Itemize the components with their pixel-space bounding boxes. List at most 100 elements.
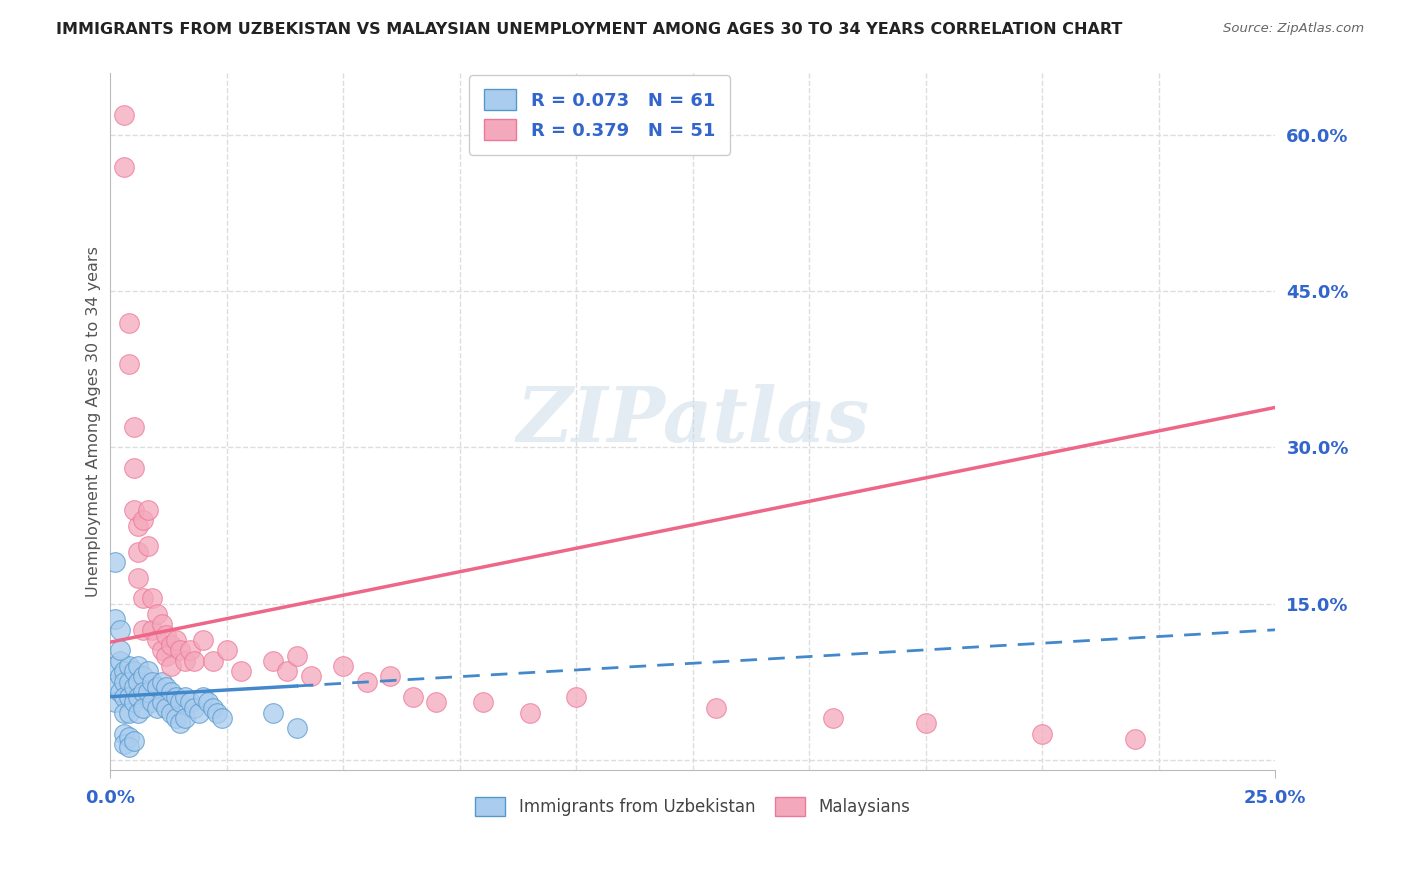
Point [150,643,173,657]
Point [122,734,145,748]
Point [108,654,131,668]
Point [112,726,135,740]
Point [169,643,191,657]
Point [150,617,173,632]
Point [187,706,209,720]
Point [179,695,201,709]
Point [127,674,149,689]
Point [160,706,183,720]
Point [118,690,141,705]
Point [183,700,205,714]
Point [122,503,145,517]
Point [122,695,145,709]
Point [132,591,155,606]
Point [262,654,284,668]
Point [229,664,252,678]
Point [132,685,155,699]
Point [136,539,159,553]
Point [155,648,177,663]
Point [378,669,401,683]
Point [285,648,308,663]
Point [211,711,233,725]
Point [118,730,141,744]
Point [127,659,149,673]
Point [132,513,155,527]
Point [122,680,145,694]
Point [165,632,187,647]
Text: IMMIGRANTS FROM UZBEKISTAN VS MALAYSIAN UNEMPLOYMENT AMONG AGES 30 TO 34 YEARS C: IMMIGRANTS FROM UZBEKISTAN VS MALAYSIAN … [56,22,1122,37]
Point [276,664,298,678]
Point [519,706,541,720]
Point [150,674,173,689]
Point [132,669,155,683]
Point [108,685,131,699]
Point [104,612,127,626]
Point [472,695,495,709]
Point [821,711,844,725]
Point [118,357,141,371]
Point [108,643,131,657]
Point [160,638,183,652]
Point [112,737,135,751]
Point [141,591,163,606]
Point [108,623,131,637]
Point [136,685,159,699]
Point [402,690,425,705]
Legend: Immigrants from Uzbekistan, Malaysians: Immigrants from Uzbekistan, Malaysians [467,789,918,824]
Point [104,680,127,694]
Point [104,555,127,569]
Point [914,716,936,731]
Point [127,518,149,533]
Point [132,623,155,637]
Point [136,664,159,678]
Text: ZIPatlas: ZIPatlas [516,384,869,458]
Point [141,674,163,689]
Point [118,706,141,720]
Point [183,654,205,668]
Point [155,628,177,642]
Point [150,695,173,709]
Point [704,700,727,714]
Point [104,695,127,709]
Point [201,700,224,714]
Point [262,706,284,720]
Point [155,680,177,694]
Point [136,503,159,517]
Point [146,680,169,694]
Point [132,700,155,714]
Point [112,664,135,678]
Point [104,659,127,673]
Point [173,654,195,668]
Point [215,643,238,657]
Point [118,316,141,330]
Point [141,695,163,709]
Point [146,700,169,714]
Point [127,570,149,584]
Text: Source: ZipAtlas.com: Source: ZipAtlas.com [1223,22,1364,36]
Point [127,690,149,705]
Point [193,690,215,705]
Point [160,685,183,699]
Point [146,607,169,621]
Point [160,659,183,673]
Point [118,659,141,673]
Point [356,674,378,689]
Point [332,659,354,673]
Point [169,716,191,731]
Point [285,722,308,736]
Point [1031,726,1053,740]
Point [112,706,135,720]
Point [179,643,201,657]
Point [565,690,588,705]
Point [127,706,149,720]
Point [299,669,322,683]
Point [169,695,191,709]
Point [155,700,177,714]
Point [112,690,135,705]
Point [1125,731,1147,746]
Point [118,740,141,755]
Point [122,664,145,678]
Point [193,632,215,647]
Point [425,695,447,709]
Point [173,690,195,705]
